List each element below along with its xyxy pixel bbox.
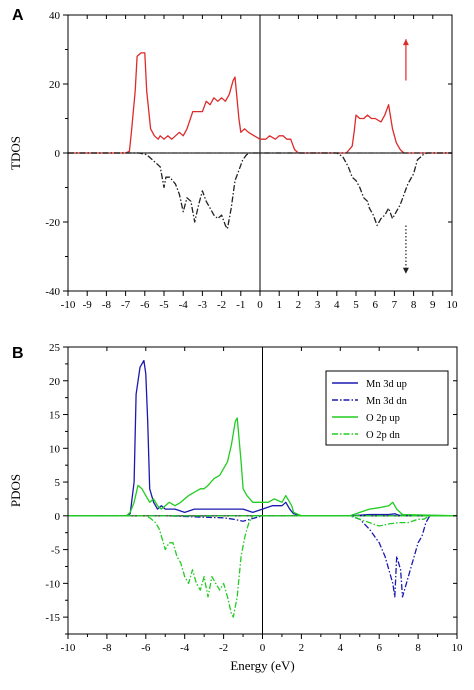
x-tick-label: 10 — [452, 642, 464, 654]
x-tick-label: -8 — [102, 642, 112, 654]
legend-label: O 2p dn — [366, 430, 401, 441]
y-tick-label: 0 — [55, 511, 61, 523]
x-tick-label: -8 — [102, 299, 112, 311]
series-line — [68, 52, 452, 154]
panel-letter: A — [12, 7, 24, 24]
y-tick-label: 25 — [49, 342, 61, 354]
x-tick-label: -6 — [141, 642, 151, 654]
x-tick-label: 0 — [260, 642, 266, 654]
y-axis-label: PDOS — [8, 474, 23, 507]
y-tick-label: 5 — [55, 477, 61, 489]
panel-letter: B — [12, 345, 24, 362]
x-tick-label: -4 — [179, 299, 189, 311]
y-tick-label: -10 — [45, 578, 60, 590]
x-axis-label: Energy (eV) — [230, 658, 294, 673]
x-tick-label: -10 — [61, 642, 76, 654]
series-line — [68, 515, 457, 527]
legend-label: O 2p up — [366, 413, 400, 424]
series-line — [68, 152, 452, 227]
x-tick-label: 9 — [430, 299, 436, 311]
arrow-head — [402, 39, 409, 46]
x-tick-label: -1 — [236, 299, 245, 311]
y-tick-label: 20 — [49, 79, 61, 91]
legend-label: Mn 3d dn — [366, 396, 408, 407]
arrow-head — [402, 267, 409, 274]
x-tick-label: 1 — [276, 299, 282, 311]
x-tick-label: 4 — [338, 642, 344, 654]
legend-label: Mn 3d up — [366, 379, 407, 390]
x-tick-label: -2 — [217, 299, 226, 311]
x-tick-label: -2 — [219, 642, 228, 654]
y-axis-label: TDOS — [8, 136, 23, 170]
x-tick-label: 2 — [299, 642, 305, 654]
series-line — [68, 152, 452, 230]
y-tick-label: -5 — [51, 545, 61, 557]
tdos-panel: A-10 -9 -8 -7 -6 -5 -4 -3 -2 -1 0 1 2 3 4 5 6 7 8 9 10-40-20… — [8, 7, 458, 311]
series-line — [68, 515, 457, 598]
y-tick-label: 10 — [49, 443, 61, 455]
x-tick-label: -4 — [180, 642, 190, 654]
series-line — [68, 515, 457, 618]
y-tick-label: 20 — [49, 376, 61, 388]
y-tick-label: -15 — [45, 612, 60, 624]
x-tick-label: -5 — [159, 299, 169, 311]
y-tick-label: 0 — [55, 148, 61, 160]
y-tick-label: 40 — [49, 10, 61, 22]
x-tick-label: -6 — [140, 299, 150, 311]
x-tick-label: -3 — [198, 299, 208, 311]
y-tick-label: 15 — [49, 410, 61, 422]
x-tick-label: 8 — [415, 642, 421, 654]
x-tick-label: 5 — [353, 299, 359, 311]
x-tick-label: 6 — [372, 299, 378, 311]
x-tick-label: 3 — [315, 299, 321, 311]
x-tick-label: 6 — [376, 642, 382, 654]
x-tick-label: 10 — [447, 299, 459, 311]
x-tick-label: 0 — [257, 299, 263, 311]
pdos-panel: B -10 -8 -6 -4 -2 0 2 4 6 8 10 -15 -10 -5 0 5 10 15 20 25 PDO… — [8, 342, 463, 673]
x-tick-label: 2 — [296, 299, 302, 311]
x-tick-label: -10 — [61, 299, 76, 311]
x-tick-label: -7 — [121, 299, 131, 311]
x-tick-label: 8 — [411, 299, 417, 311]
y-tick-label: -20 — [45, 217, 60, 229]
y-tick-label: -40 — [45, 286, 60, 298]
x-tick-label: 4 — [334, 299, 340, 311]
x-tick-label: -9 — [83, 299, 93, 311]
x-tick-label: 7 — [392, 299, 398, 311]
